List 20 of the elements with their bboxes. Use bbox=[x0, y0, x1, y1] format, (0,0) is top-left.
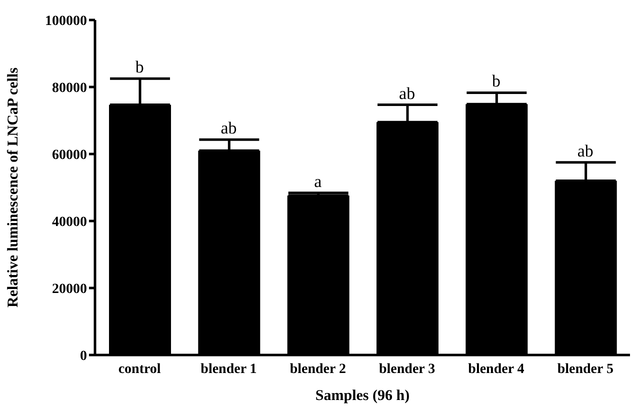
annotation: ab bbox=[220, 118, 237, 138]
x-tick-label: blender 1 bbox=[200, 362, 257, 377]
annotation: ab bbox=[577, 141, 594, 160]
annotation: a bbox=[314, 172, 322, 191]
y-tick-label: 60000 bbox=[52, 148, 87, 163]
annotation: b bbox=[135, 58, 144, 77]
y-tick-label: 80000 bbox=[52, 80, 87, 96]
x-tick-label: blender 3 bbox=[379, 362, 436, 377]
x-axis-title: Samples (96 h) bbox=[315, 388, 410, 404]
y-axis-title: Relative luminescence of LNCaP cells bbox=[5, 67, 22, 308]
y-tick-label: 40000 bbox=[52, 214, 87, 230]
x-tick-label: control bbox=[118, 362, 161, 377]
y-tick-label: 20000 bbox=[52, 282, 87, 297]
y-tick-label: 100000 bbox=[45, 14, 87, 29]
annotation: b bbox=[492, 72, 500, 91]
annotation: ab bbox=[399, 84, 416, 103]
x-tick-label: blender 5 bbox=[557, 362, 614, 377]
x-tick-label: blender 4 bbox=[468, 362, 524, 377]
y-tick-label: 0 bbox=[80, 348, 87, 364]
x-tick-label: blender 2 bbox=[290, 362, 346, 377]
